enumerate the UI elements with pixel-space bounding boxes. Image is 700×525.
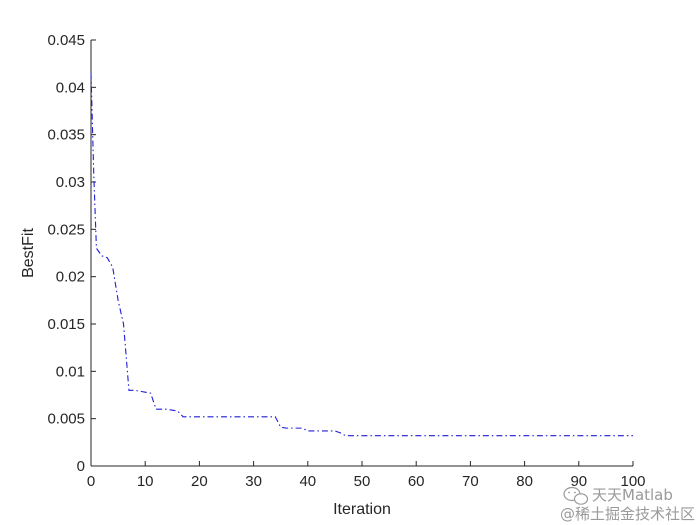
y-tick-label: 0.03 xyxy=(56,174,85,191)
x-tick-label: 60 xyxy=(408,473,425,490)
y-tick-label: 0.035 xyxy=(47,127,85,144)
watermark-community: @稀土掘金技术社区 xyxy=(560,505,695,523)
x-axis-title: Iteration xyxy=(333,501,391,518)
x-tick-label: 70 xyxy=(462,473,479,490)
wechat-icon xyxy=(563,486,589,505)
watermark-title: 天天Matlab xyxy=(592,486,673,504)
plot-area: 0 0.005 0.01 0.015 0.02 0.025 0.03 0.035 0.04 0.0… xyxy=(47,32,645,490)
y-tick-label: 0.025 xyxy=(47,221,85,238)
x-ticks: 0 10 20 30 40 50 60 70 80 90 100 xyxy=(87,461,646,490)
x-tick-label: 10 xyxy=(137,473,154,490)
y-tick-label: 0.01 xyxy=(56,363,85,380)
y-axis-title: BestFit xyxy=(20,228,37,278)
y-tick-label: 0.045 xyxy=(47,32,85,49)
x-tick-label: 80 xyxy=(516,473,533,490)
series-line-bestfit xyxy=(90,73,633,437)
y-ticks: 0 0.005 0.01 0.015 0.02 0.025 0.03 0.035 0.04 0.0… xyxy=(47,32,96,475)
y-tick-label: 0 xyxy=(77,458,85,475)
x-tick-label: 40 xyxy=(299,473,316,490)
y-tick-label: 0.015 xyxy=(47,316,85,333)
x-tick-label: 30 xyxy=(245,473,262,490)
x-tick-label: 20 xyxy=(191,473,208,490)
y-tick-label: 0.04 xyxy=(56,79,85,96)
x-tick-label: 90 xyxy=(570,473,587,490)
watermark: 天天Matlab @稀土掘金技术社区 xyxy=(560,486,695,523)
x-tick-label: 50 xyxy=(354,473,371,490)
x-tick-label: 0 xyxy=(87,473,95,490)
y-tick-label: 0.02 xyxy=(56,269,85,286)
x-tick-label: 100 xyxy=(620,473,645,490)
y-tick-label: 0.005 xyxy=(47,411,85,428)
